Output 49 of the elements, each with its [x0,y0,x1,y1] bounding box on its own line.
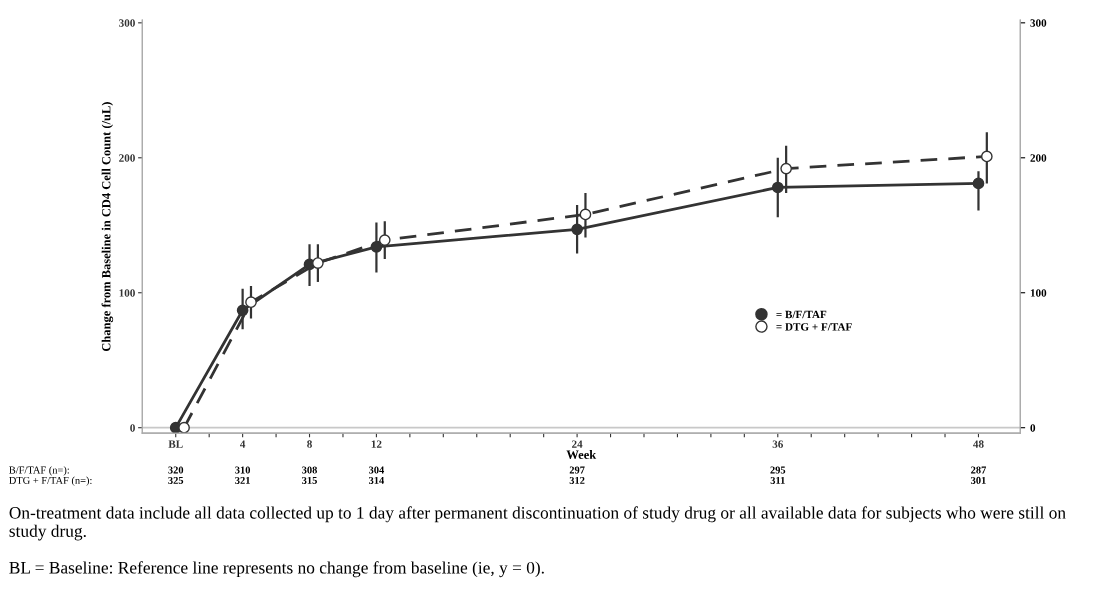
y-tick-label: 200 [119,154,135,162]
text: 295 [770,466,786,474]
point [178,421,190,434]
text: 314 [369,476,385,484]
text: 301 [971,476,986,484]
y2-tick-label: 300 [1030,19,1047,27]
text: 325 [168,476,184,484]
x-tick-label: 8 [307,440,312,448]
y2-tick-label: 100 [1030,289,1047,297]
x-tick-label: BL [168,440,183,448]
point [571,223,583,236]
text: On-treatment data include all data collected up to 1 day after permanent discontinuation of study drug or all available data for subjects who were still on study drug. [9,506,1066,541]
text: BL = Baseline: Reference line represents no change from baseline (ie, y = 0). [9,561,544,578]
point [312,257,324,269]
point [972,177,985,190]
text: 287 [971,466,987,474]
text: 312 [569,476,585,484]
point [771,181,784,194]
y-tick-label: 300 [119,19,135,27]
text: 315 [302,476,317,484]
y2-tick-label: 0 [1030,424,1036,432]
x-tick-label: 24 [572,440,583,448]
point [370,241,383,253]
y-tick-label: 100 [119,289,135,297]
text: DTG + F/TAF (n=): [9,476,92,487]
x-tick-label: 12 [371,440,382,448]
point [579,208,592,221]
y-tick-label: 0 [130,424,135,432]
point [245,296,257,309]
x-tick-label: 4 [240,440,246,448]
x-tick-label: 48 [973,440,984,448]
point [780,162,792,175]
text: 297 [569,466,585,474]
point [236,304,249,317]
text: B/F/TAF (n=): [9,466,69,476]
text: 308 [302,466,317,474]
text: 304 [369,466,385,474]
text: 310 [235,466,251,474]
text: 320 [168,466,184,474]
text: 311 [770,476,785,484]
y-axis-title: Change from Baseline in CD4 Cell Count (/uL) [101,102,114,352]
y2-tick-label: 200 [1030,154,1047,162]
legend-label: = B/F/TAF [776,310,827,319]
legend-label: = DTG + F/TAF [776,323,852,331]
x-axis-title: Week [566,450,597,459]
point [980,150,993,163]
point [378,234,391,246]
text: 321 [235,476,250,484]
x-tick-label: 36 [772,440,784,448]
